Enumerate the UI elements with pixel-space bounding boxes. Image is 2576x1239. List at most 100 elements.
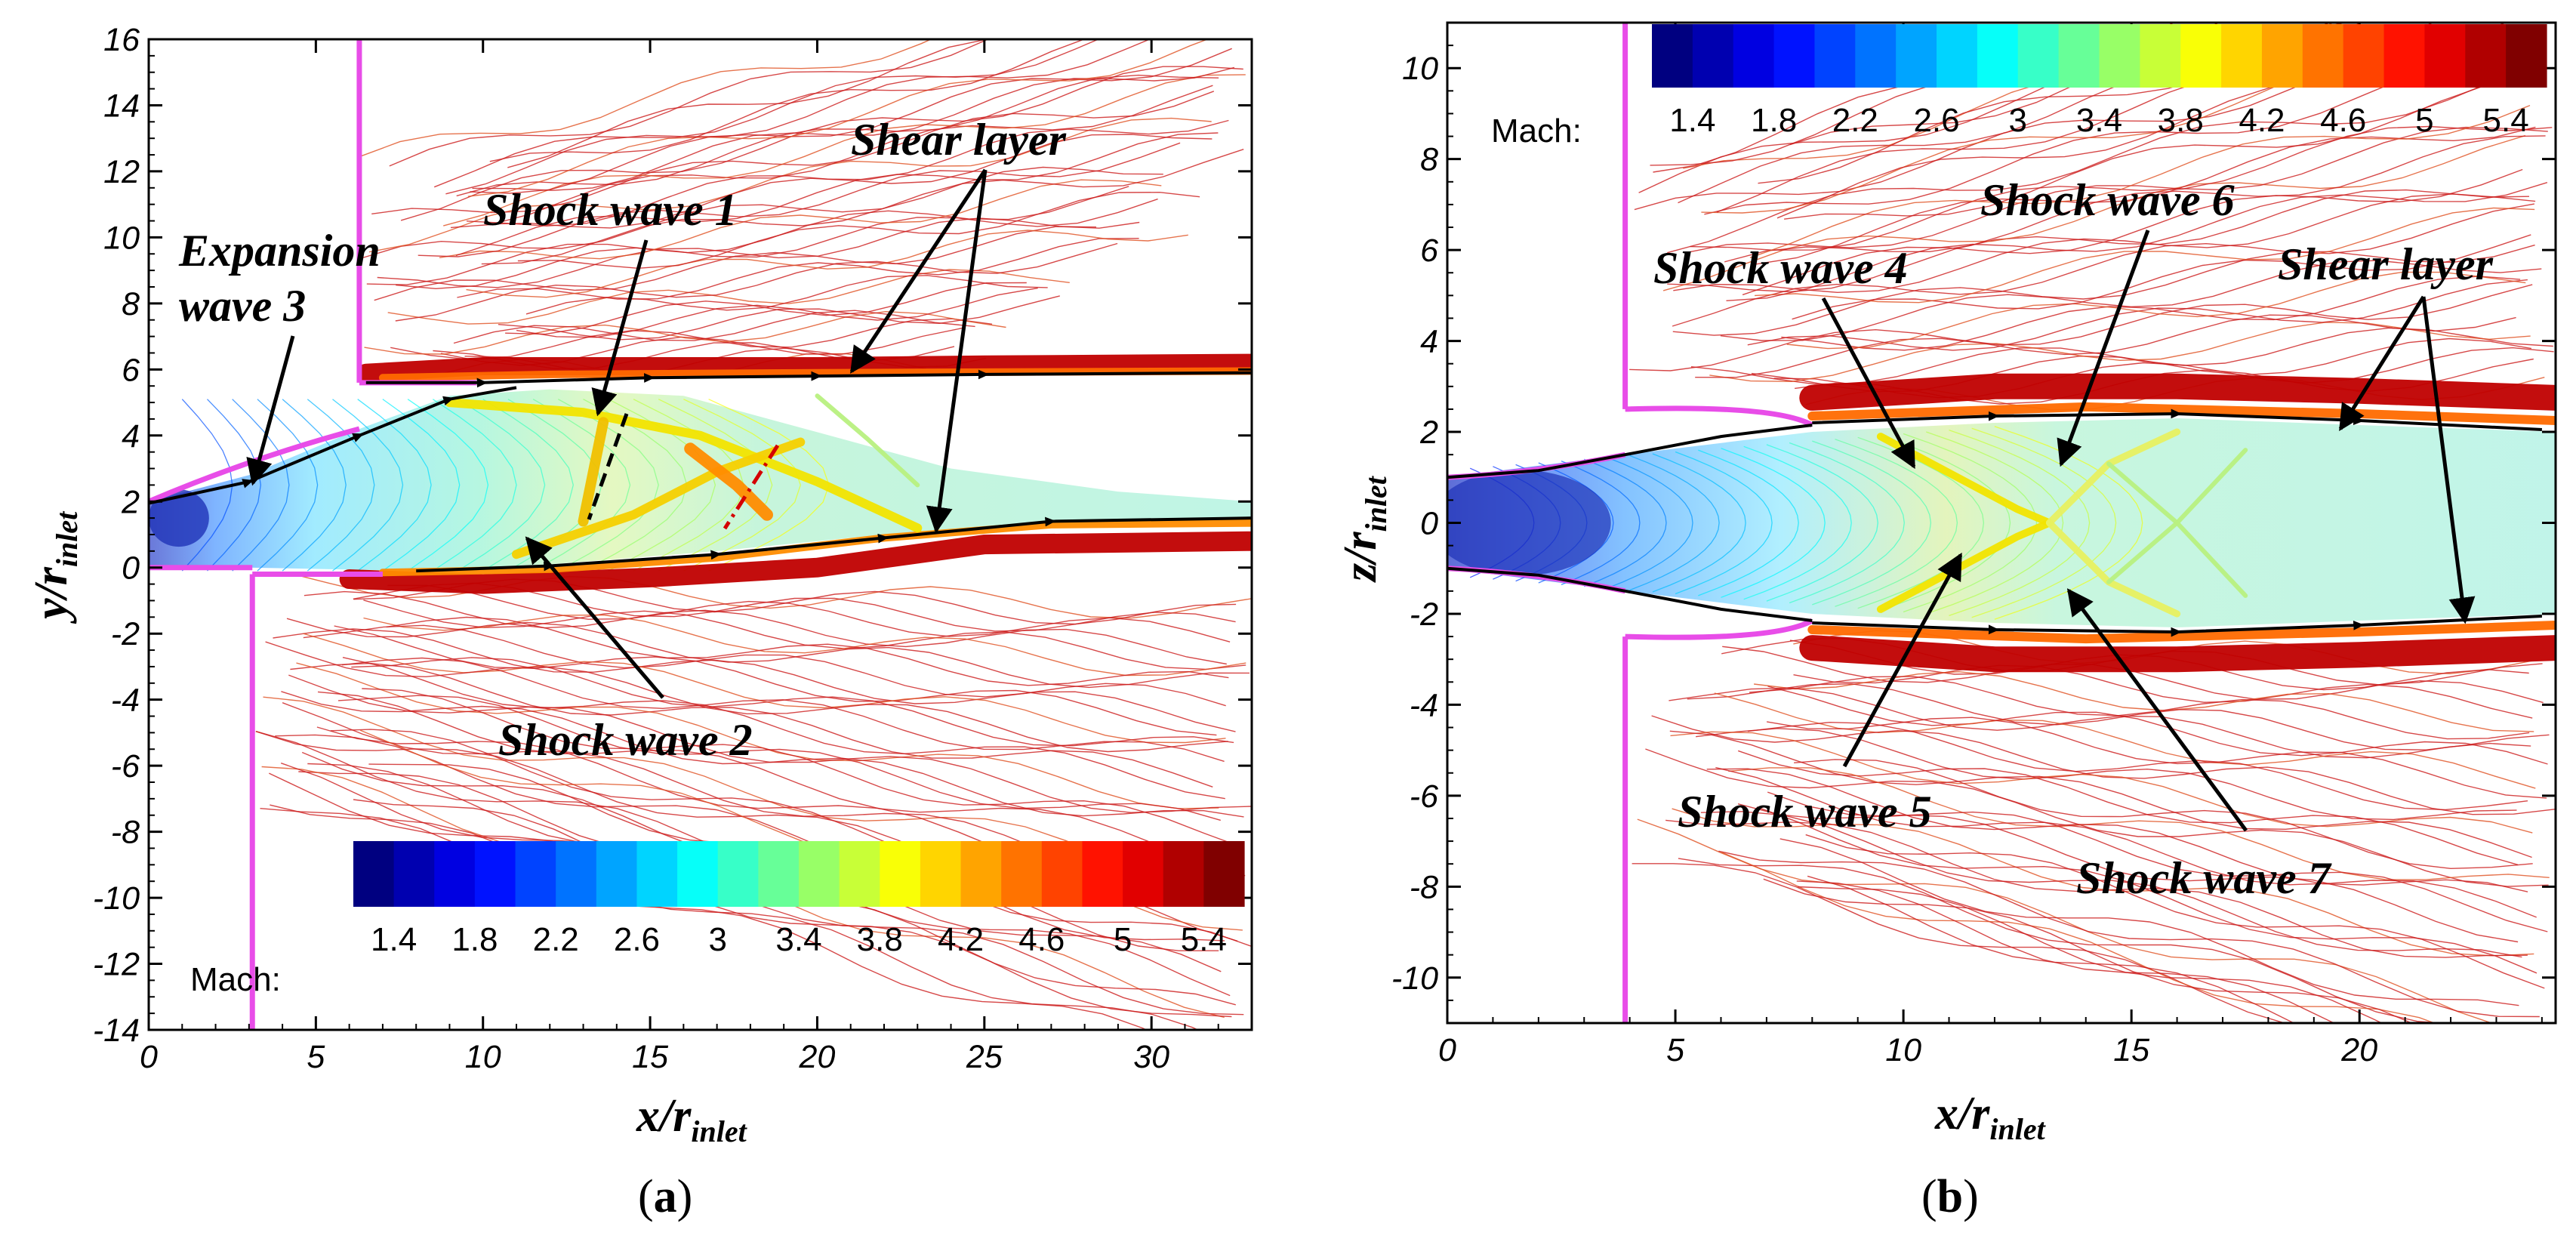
- colorbar-swatch: [556, 841, 596, 907]
- y-tick-label: 16: [103, 22, 140, 58]
- colorbar-swatch: [1693, 24, 1733, 88]
- colorbar-tick-label: 5.4: [1181, 921, 1227, 958]
- colorbar-swatch: [2384, 24, 2425, 88]
- panel-b: 0 5 10 15 20 -10 -8 -6 -4 -2 0 2 4 6 8 10 x/rinlet z/ri…: [1335, 0, 2556, 1222]
- colorbar-swatch: [1733, 24, 1774, 88]
- colorbar-swatch: [353, 841, 394, 907]
- annotation-shock-wave-6: Shock wave 6: [1980, 175, 2235, 225]
- colorbar-swatch: [2018, 24, 2059, 88]
- colorbar-tick-label: 1.8: [1751, 102, 1797, 139]
- x-tick-label: 10: [465, 1039, 501, 1075]
- contour-line-lower: [1768, 686, 2548, 764]
- contour-line-upper: [498, 296, 1060, 340]
- colorbar-tick-label: 3: [2009, 102, 2027, 139]
- colorbar-swatch: [1203, 841, 1244, 907]
- contour-line-lower: [275, 735, 1237, 941]
- lip-upper: [1625, 408, 1813, 425]
- colorbar-tick-label: 2.6: [614, 921, 660, 958]
- mach-field-b: [1430, 0, 2556, 1075]
- x-tick-label: 15: [632, 1039, 669, 1075]
- y-tick-label: 2: [1419, 415, 1438, 451]
- colorbar-tick-label: 3.8: [2158, 102, 2204, 139]
- colorbar-tick-label: 5: [2415, 102, 2433, 139]
- shear-band-lower: [1812, 648, 2556, 659]
- y-tick-label: 8: [122, 286, 140, 322]
- annotation-shock-wave-4: Shock wave 4: [1653, 243, 1908, 293]
- y-tick-label: -10: [1391, 960, 1438, 997]
- colorbar-swatch: [2180, 24, 2221, 88]
- y-axis-label-b: z/rinlet: [1335, 475, 1393, 583]
- contour-line-lower: [281, 692, 1243, 817]
- colorbar-swatch: [2303, 24, 2343, 88]
- colorbar-swatch: [840, 841, 880, 907]
- contour-line-upper: [390, 319, 992, 359]
- annotation-shock-wave-2: Shock wave 2: [498, 715, 753, 765]
- colorbar-tick-label: 2.6: [1913, 102, 1959, 139]
- colorbar-swatch: [2506, 24, 2547, 88]
- contour-line-upper: [457, 239, 1139, 300]
- colorbar-tick-label: 3.8: [857, 921, 903, 958]
- colorbar-swatch: [1163, 841, 1204, 907]
- x-tick-label: 0: [140, 1039, 158, 1075]
- colorbar-swatch: [516, 841, 556, 907]
- colorbar-swatch: [718, 841, 759, 907]
- x-tick-label: 0: [1438, 1032, 1456, 1068]
- x-axis-label-b: x/rinlet: [1934, 1088, 2047, 1146]
- colorbar-swatch: [434, 841, 475, 907]
- colorbar-swatch: [920, 841, 961, 907]
- x-tick-label: 30: [1133, 1039, 1169, 1075]
- colorbar-swatch: [1937, 24, 1977, 88]
- y-tick-label: -14: [93, 1012, 140, 1049]
- x-tick-label: 15: [2113, 1032, 2150, 1068]
- y-tick-label: 2: [121, 484, 140, 520]
- y-tick-label: -4: [1410, 687, 1438, 723]
- lip-lower: [1625, 621, 1813, 637]
- panel-a: 0 5 10 15 20 25 30-14-12-10-8-6-4-202468101214…: [26, 0, 1252, 1222]
- colorbar-swatch: [2140, 24, 2180, 88]
- colorbar-tick-label: 1.4: [1669, 102, 1715, 139]
- arrow-shear-layer-b-upper: [2340, 297, 2423, 429]
- y-tick-label: 0: [1420, 506, 1438, 542]
- panel-label-b: (b): [1921, 1171, 1979, 1222]
- colorbar-swatch: [677, 841, 718, 907]
- colorbar-tick-label: 4.6: [1018, 921, 1065, 958]
- x-tick-label: 20: [2340, 1032, 2377, 1068]
- y-tick-label: -12: [93, 947, 140, 983]
- contour-line-upper: [468, 31, 1230, 197]
- colorbar-swatch: [961, 841, 1002, 907]
- contour-line-lower: [1669, 688, 2531, 758]
- y-tick-label: 6: [122, 352, 140, 388]
- arrow-shock-wave-1: [598, 240, 646, 414]
- colorbar-swatch: [2343, 24, 2384, 88]
- colorbar-swatch: [799, 841, 840, 907]
- annotation-expansion-wave-3: Expansion wave 3: [178, 226, 381, 331]
- colorbar-swatch: [880, 841, 920, 907]
- colorbar-tick-label: 5.4: [2483, 102, 2529, 139]
- x-axis-label-a: x/rinlet: [636, 1090, 748, 1148]
- contour-line-upper: [1709, 322, 2530, 381]
- x-tick-label: 5: [1666, 1032, 1685, 1068]
- y-tick-label: 0: [122, 550, 140, 587]
- colorbar-a: Mach: 1.4 1.8 2.2 2.6 3 3.4 3.8 4.2 4.6 5 5.4: [190, 841, 1245, 998]
- colorbar-swatch: [1774, 24, 1815, 88]
- colorbar-tick-label: 4.2: [2239, 102, 2285, 139]
- y-tick-label: -2: [111, 616, 140, 652]
- y-tick-label: -2: [1410, 596, 1438, 633]
- contour-line-upper: [390, 0, 1232, 166]
- y-tick-label: -8: [111, 815, 140, 851]
- y-tick-label: 8: [1420, 142, 1438, 178]
- colorbar-swatch: [1001, 841, 1042, 907]
- x-tick-label: 10: [1885, 1032, 1921, 1068]
- colorbar-swatch: [2424, 24, 2465, 88]
- mach-field-a: [149, 0, 1252, 1068]
- contour-line-lower: [1638, 819, 2541, 1033]
- y-axis-label-a: y/rinlet: [26, 510, 84, 624]
- colorbar-swatch: [2465, 24, 2506, 88]
- colorbar-tick-label: 3.4: [2076, 102, 2122, 139]
- x-tick-label: 5: [307, 1039, 325, 1075]
- annotation-shock-wave-5: Shock wave 5: [1678, 787, 1932, 837]
- colorbar-tick-label: 1.4: [371, 921, 417, 958]
- colorbar-swatch: [1896, 24, 1937, 88]
- y-tick-label: -6: [1410, 778, 1438, 815]
- annotation-shock-wave-1: Shock wave 1: [483, 185, 738, 235]
